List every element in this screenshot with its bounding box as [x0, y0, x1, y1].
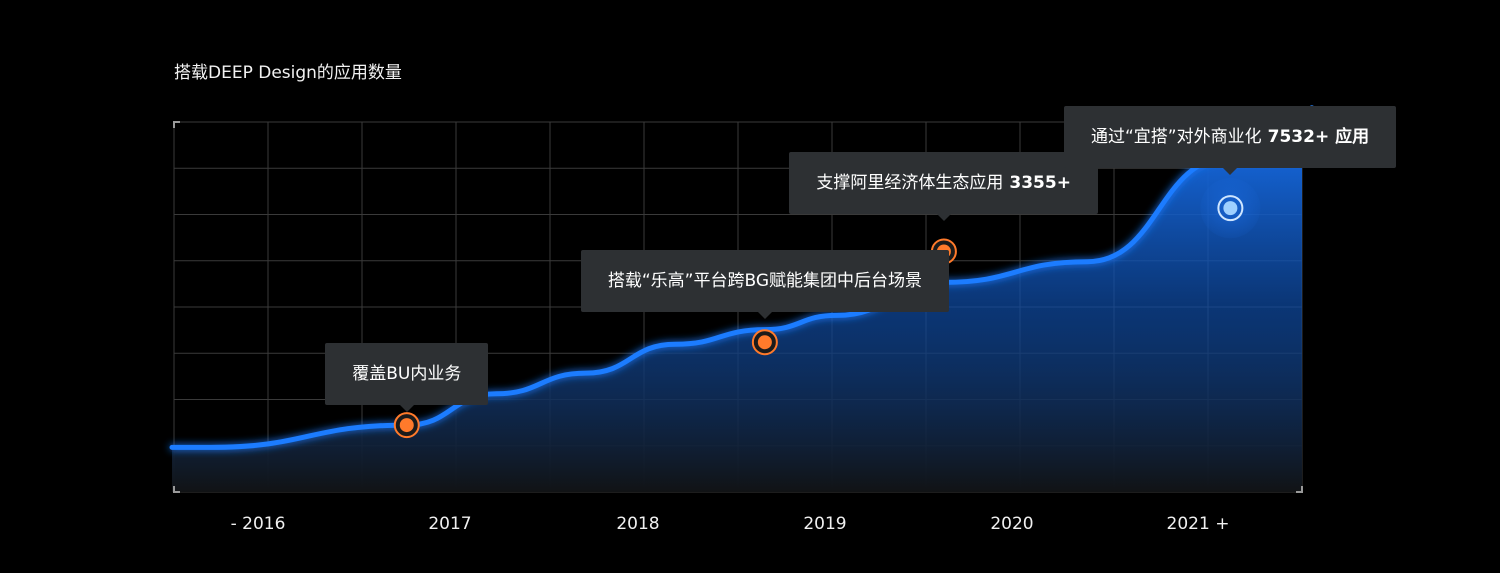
annotation-text: 支撑阿里经济体生态应用: [816, 173, 1004, 193]
frame-corner: [173, 486, 180, 493]
x-tick-label: 2021 +: [1166, 514, 1230, 534]
x-tick-label: 2019: [803, 514, 847, 534]
x-tick-label: - 2016: [230, 514, 286, 534]
marker-dot-a4[interactable]: [1223, 201, 1238, 216]
series-area: [172, 152, 1302, 492]
marker-ring: [1217, 195, 1244, 222]
annotation-text: 通过“宜搭”对外商业化: [1091, 127, 1262, 147]
frame-corner: [173, 121, 180, 128]
annotation-value: 7532+ 应用: [1267, 127, 1370, 147]
annotation-a4: 通过“宜搭”对外商业化 7532+ 应用: [1064, 106, 1397, 175]
x-tick-label: 2018: [616, 514, 660, 534]
series-line: [169, 154, 1233, 450]
annotation-a2: 搭载“乐高”平台跨BG赋能集团中后台场景: [580, 250, 949, 319]
chart-title: 搭载DEEP Design的应用数量: [174, 63, 402, 83]
annotation-value: 3355+: [1009, 173, 1071, 193]
annotation-a1: 覆盖BU内业务: [325, 343, 489, 412]
annotation-text: 搭载“乐高”平台跨BG赋能集团中后台场景: [607, 271, 922, 291]
annotation-text: 覆盖BU内业务: [352, 364, 462, 384]
annotation-a3: 支撑阿里经济体生态应用 3355+: [789, 152, 1098, 221]
frame-corner: [1296, 486, 1303, 493]
marker-dot-a2[interactable]: [757, 335, 772, 350]
x-tick-label: 2017: [428, 514, 472, 534]
x-tick-label: 2020: [990, 514, 1034, 534]
marker-dot-a1[interactable]: [399, 418, 414, 433]
